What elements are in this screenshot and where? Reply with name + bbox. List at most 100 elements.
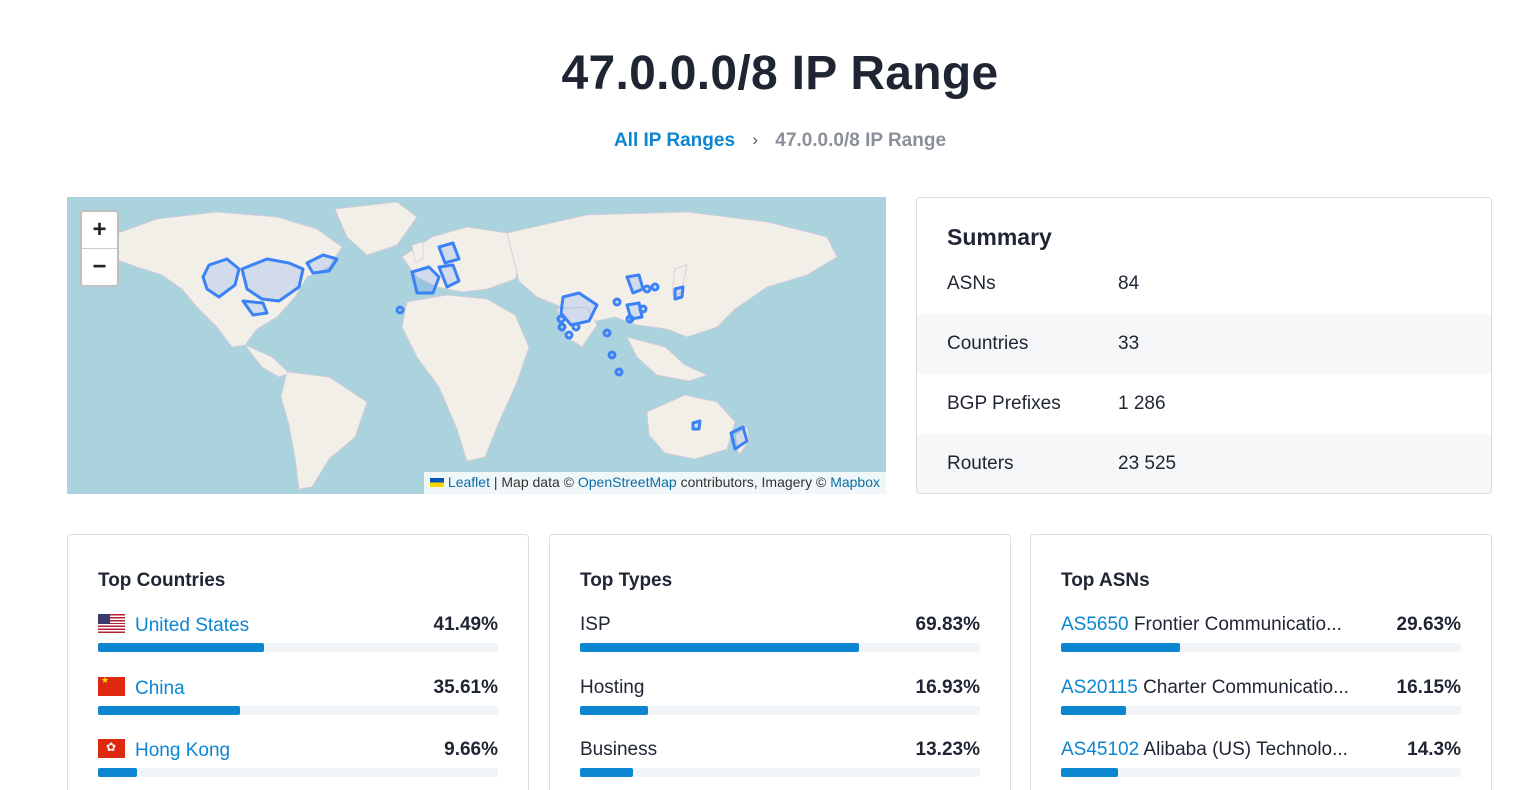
country-link-hong-kong[interactable]: Hong Kong [135,740,231,761]
africa-landmass [401,294,530,462]
ip-location-marker [612,297,622,307]
asn-link[interactable]: AS45102 [1061,739,1140,760]
progress-track [580,706,980,715]
us-east-highlight [240,257,305,303]
country-link-united-states[interactable]: United States [135,615,250,636]
progress-fill [98,643,264,652]
summary-panel: Summary ASNs 84 Countries 33 BGP Prefixe… [916,197,1492,494]
europe-central-highlight [437,241,461,265]
progress-track [1061,643,1461,652]
country-item: Hong Kong 9.66% [98,739,498,779]
percent-value: 16.93% [915,677,980,698]
type-item: Business 13.23% [580,739,980,779]
ip-location-marker [607,350,617,360]
ip-location-marker [614,367,624,377]
progress-track [580,643,980,652]
asn-description: Charter Communicatio... [1143,677,1349,698]
percent-value: 9.66% [444,739,498,760]
asn-item: AS5650 Frontier Communicatio... 29.63% [1061,614,1461,654]
progress-track [1061,768,1461,777]
ip-location-marker [642,284,652,294]
ip-location-marker [625,314,635,324]
summary-value: 23 525 [1118,453,1177,474]
breadcrumb-all-ip-ranges-link[interactable]: All IP Ranges [613,130,736,151]
ip-location-marker [556,314,566,324]
country-item: China 35.61% [98,677,498,717]
world-map-tiles [106,201,838,490]
country-link-china[interactable]: China [135,678,185,699]
page-title: 47.0.0.0/8 IP Range [561,47,999,100]
ip-range-map[interactable]: + − Leaflet | Map data © OpenStreetMap c… [67,197,886,494]
progress-fill [580,706,648,715]
asn-description: Alibaba (US) Technolo... [1143,739,1348,760]
europe-west-highlight [410,265,441,295]
asn-link[interactable]: AS20115 [1061,677,1138,698]
breadcrumb-current: 47.0.0.0/8 IP Range [775,130,947,151]
uk-landmass [411,241,424,263]
summary-row-routers: Routers 23 525 [917,434,1491,493]
percent-value: 29.63% [1396,614,1461,635]
ip-location-marker [564,330,574,340]
leaflet-link[interactable]: Leaflet [447,474,490,490]
progress-fill [1061,643,1180,652]
type-item: Hosting 16.93% [580,677,980,717]
breadcrumb: All IP Ranges › 47.0.0.0/8 IP Range [0,130,1532,152]
greenland-landmass [334,201,418,256]
southeast-asia-landmass [626,336,709,382]
summary-label: BGP Prefixes [947,393,1061,414]
europe-landmass [401,226,523,293]
percent-value: 16.15% [1396,677,1461,698]
map-attribution: Leaflet | Map data © OpenStreetMap contr… [423,472,886,494]
central-america-landmass [244,344,290,378]
top-countries-title: Top Countries [98,570,226,591]
progress-track [98,643,498,652]
ip-location-marker [650,282,660,292]
progress-track [580,768,980,777]
progress-fill [98,768,137,777]
asn-item: AS45102 Alibaba (US) Technolo... 14.3% [1061,739,1461,779]
summary-value: 84 [1118,273,1140,294]
progress-track [1061,706,1461,715]
attribution-map-data: Map data © [501,474,574,490]
ukraine-flag-icon [429,478,444,487]
new-zealand-highlight [729,425,749,451]
attribution-separator: | [493,474,498,490]
progress-fill [1061,706,1126,715]
south-america-landmass [280,371,368,490]
summary-row-bgp-prefixes: BGP Prefixes 1 286 [917,374,1491,434]
asn-link[interactable]: AS5650 [1061,614,1129,635]
progress-fill [98,706,241,715]
top-types-card: Top Types ISP 69.83% Hosting 16.93% Busi… [549,534,1011,790]
asia-landmass [506,211,838,338]
percent-value: 13.23% [915,739,980,760]
zoom-out-button[interactable]: − [82,248,117,284]
north-america-landmass [106,211,343,348]
ip-location-marker [638,304,648,314]
percent-value: 35.61% [433,677,498,698]
mapbox-link[interactable]: Mapbox [830,474,880,490]
chevron-right-icon: › [752,130,758,149]
progress-fill [1061,768,1119,777]
us-flag-icon [98,614,125,633]
texas-highlight [241,299,269,317]
zoom-in-button[interactable]: + [92,216,107,243]
type-name: Business [580,739,658,760]
top-types-title: Top Types [580,570,673,591]
percent-value: 14.3% [1407,739,1461,760]
top-asns-card: Top ASNs AS5650 Frontier Communicatio...… [1030,534,1492,790]
summary-value: 1 286 [1118,393,1166,414]
progress-fill [580,643,860,652]
openstreetmap-link[interactable]: OpenStreetMap [577,474,677,490]
summary-label: ASNs [947,273,996,294]
summary-row-asns: ASNs 84 [917,254,1491,314]
type-name: Hosting [580,677,645,698]
japan-highlight [673,285,685,301]
percent-value: 41.49% [433,614,498,635]
country-item: United States 41.49% [98,614,498,654]
zoom-control: + − [80,210,119,287]
asn-description: Frontier Communicatio... [1133,614,1342,635]
europe-east-highlight [437,263,461,289]
australia-landmass [646,394,736,460]
progress-track [98,768,498,777]
summary-value: 33 [1118,333,1140,354]
